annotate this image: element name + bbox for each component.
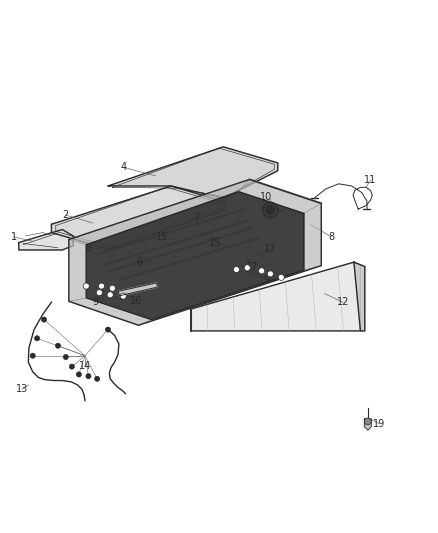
- Circle shape: [69, 364, 74, 369]
- Polygon shape: [86, 192, 304, 320]
- Circle shape: [76, 372, 81, 377]
- Circle shape: [120, 293, 126, 299]
- Polygon shape: [69, 180, 321, 325]
- Circle shape: [86, 374, 91, 379]
- Text: 7: 7: [193, 213, 199, 223]
- Circle shape: [278, 274, 284, 280]
- Text: 8: 8: [328, 232, 334, 242]
- Text: 16: 16: [130, 296, 142, 306]
- Polygon shape: [364, 419, 371, 430]
- Circle shape: [258, 268, 265, 274]
- Text: 13: 13: [16, 384, 28, 394]
- Text: 14: 14: [79, 361, 91, 371]
- Circle shape: [96, 289, 102, 296]
- Text: 6: 6: [137, 257, 143, 267]
- Polygon shape: [118, 283, 158, 296]
- Circle shape: [110, 285, 116, 292]
- Text: 19: 19: [373, 419, 385, 429]
- Circle shape: [63, 354, 68, 360]
- Circle shape: [267, 271, 273, 277]
- Text: 15: 15: [209, 238, 222, 247]
- Circle shape: [107, 292, 113, 298]
- Text: 4: 4: [120, 162, 126, 172]
- Polygon shape: [51, 186, 226, 249]
- Text: 1: 1: [11, 232, 17, 242]
- Polygon shape: [191, 262, 360, 331]
- Text: 6: 6: [85, 243, 92, 253]
- Text: 9: 9: [264, 276, 270, 286]
- Text: 17: 17: [245, 262, 258, 272]
- Circle shape: [233, 266, 240, 272]
- Circle shape: [95, 376, 100, 382]
- Circle shape: [35, 336, 40, 341]
- Polygon shape: [19, 230, 73, 250]
- Text: 17: 17: [264, 244, 276, 254]
- Circle shape: [83, 283, 89, 289]
- Text: 9: 9: [92, 297, 98, 307]
- Circle shape: [30, 353, 35, 358]
- Text: 12: 12: [337, 297, 349, 307]
- Circle shape: [262, 202, 278, 218]
- Circle shape: [244, 265, 251, 271]
- Polygon shape: [108, 147, 278, 198]
- Circle shape: [55, 343, 60, 349]
- Polygon shape: [354, 262, 365, 331]
- Circle shape: [99, 283, 105, 289]
- Text: 2: 2: [63, 210, 69, 220]
- Text: 10: 10: [260, 192, 272, 202]
- Circle shape: [266, 206, 275, 214]
- Circle shape: [42, 317, 47, 322]
- Text: 15: 15: [156, 232, 169, 242]
- Circle shape: [364, 418, 371, 425]
- Text: 11: 11: [364, 175, 377, 185]
- Circle shape: [106, 327, 111, 332]
